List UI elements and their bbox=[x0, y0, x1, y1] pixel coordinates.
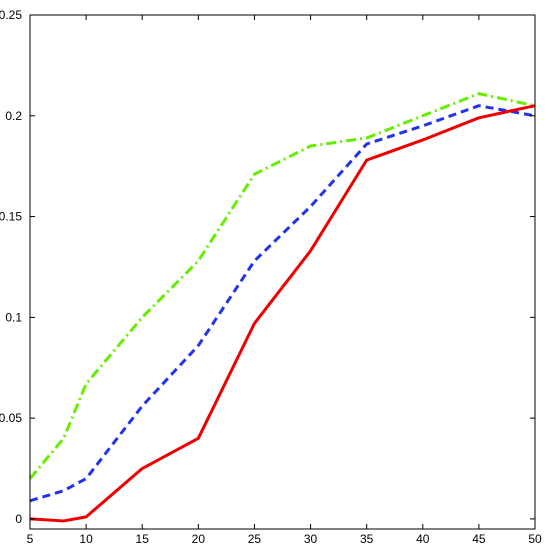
x-tick-label: 10 bbox=[79, 532, 93, 545]
series-line-dashdot bbox=[28, 92, 536, 480]
x-tick-label: 40 bbox=[416, 532, 430, 545]
y-tick-label: 0.15 bbox=[0, 210, 22, 224]
series-line-solid bbox=[29, 104, 536, 523]
x-tick-label: 5 bbox=[27, 532, 34, 545]
y-axis-ticks: 0 0.05 0.1 0.15 0.2 0.25 bbox=[0, 8, 535, 526]
y-tick-label: 0.2 bbox=[5, 109, 22, 123]
x-tick-label: 15 bbox=[136, 532, 150, 545]
y-tick-label: 0.25 bbox=[0, 8, 22, 22]
x-tick-label: 30 bbox=[304, 532, 318, 545]
y-tick-label: 0 bbox=[15, 512, 22, 526]
x-tick-label: 50 bbox=[528, 532, 542, 545]
plot-frame bbox=[29, 14, 536, 530]
x-tick-label: 25 bbox=[248, 532, 262, 545]
series-line-dashed bbox=[29, 104, 536, 503]
y-tick-label: 0.05 bbox=[0, 411, 22, 425]
x-tick-label: 20 bbox=[192, 532, 206, 545]
x-tick-label: 45 bbox=[472, 532, 486, 545]
x-axis-ticks: 5 10 15 20 25 30 35 40 45 50 bbox=[27, 15, 542, 546]
y-tick-label: 0.1 bbox=[5, 310, 22, 324]
x-tick-label: 35 bbox=[360, 532, 374, 545]
plot-layer bbox=[28, 92, 536, 523]
